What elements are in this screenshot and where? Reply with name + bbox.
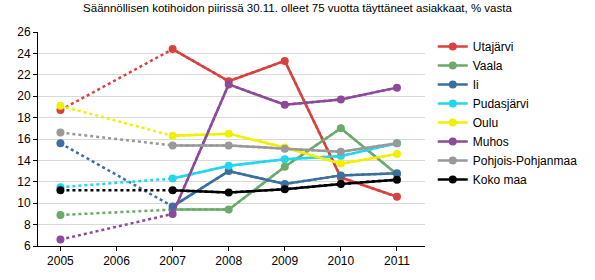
svg-text:Utajärvi: Utajärvi xyxy=(473,40,514,54)
svg-text:2006: 2006 xyxy=(103,254,130,268)
svg-text:Pudasjärvi: Pudasjärvi xyxy=(473,97,529,111)
svg-text:8: 8 xyxy=(24,218,31,232)
svg-text:10: 10 xyxy=(17,196,31,210)
svg-text:2011: 2011 xyxy=(384,254,410,268)
svg-text:26: 26 xyxy=(17,25,31,39)
svg-text:Oulu: Oulu xyxy=(473,116,498,130)
svg-text:12: 12 xyxy=(17,175,31,189)
svg-text:Vaala: Vaala xyxy=(473,59,503,73)
svg-text:Koko maa: Koko maa xyxy=(473,173,527,187)
svg-text:16: 16 xyxy=(17,132,31,146)
svg-text:Muhos: Muhos xyxy=(473,135,509,149)
svg-text:Ii: Ii xyxy=(473,78,479,92)
svg-text:14: 14 xyxy=(17,154,31,168)
svg-text:2007: 2007 xyxy=(159,254,186,268)
svg-text:Pohjois-Pohjanmaa: Pohjois-Pohjanmaa xyxy=(473,154,577,168)
svg-text:20: 20 xyxy=(17,89,31,103)
svg-text:Säännöllisen kotihoidon piiris: Säännöllisen kotihoidon piirissä 30.11. … xyxy=(83,2,512,14)
svg-text:2010: 2010 xyxy=(328,254,355,268)
svg-text:6: 6 xyxy=(24,239,31,253)
svg-text:18: 18 xyxy=(17,111,31,125)
svg-text:2005: 2005 xyxy=(47,254,74,268)
svg-text:2008: 2008 xyxy=(215,254,242,268)
svg-text:2009: 2009 xyxy=(271,254,298,268)
svg-text:24: 24 xyxy=(17,47,31,61)
svg-text:22: 22 xyxy=(17,68,31,82)
